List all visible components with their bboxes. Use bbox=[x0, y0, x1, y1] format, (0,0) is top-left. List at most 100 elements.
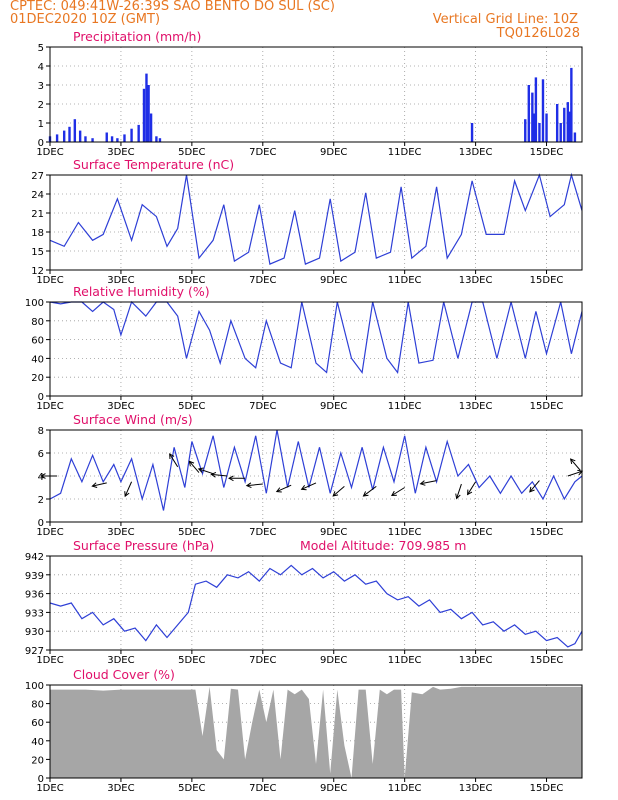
wind-arrow-shaft bbox=[301, 482, 317, 490]
y-tick-label: 24 bbox=[31, 190, 44, 201]
x-tick-label: 1DEC bbox=[36, 275, 63, 286]
x-tick-label: 9DEC bbox=[320, 275, 347, 286]
precip-bar bbox=[534, 77, 538, 142]
wind-arrow-head bbox=[210, 471, 217, 478]
x-tick-label: 3DEC bbox=[107, 783, 134, 794]
y-tick-label: 6 bbox=[38, 449, 44, 460]
x-tick-label: 15DEC bbox=[530, 275, 564, 286]
panel-title: Surface Wind (m/s) bbox=[73, 412, 193, 427]
precip-bar bbox=[110, 136, 114, 142]
wind-arrow-head bbox=[275, 487, 282, 493]
precip-bar bbox=[531, 92, 534, 142]
y-tick-label: 0 bbox=[38, 774, 44, 785]
model-code: TQ0126L028 bbox=[496, 26, 580, 41]
x-tick-label: 7DEC bbox=[249, 527, 276, 538]
x-tick-label: 13DEC bbox=[459, 275, 493, 286]
wind-arrow-shaft bbox=[169, 453, 179, 468]
x-tick-label: 15DEC bbox=[530, 401, 564, 412]
x-tick-label: 11DEC bbox=[388, 147, 422, 158]
precip-bar bbox=[538, 123, 541, 142]
x-tick-label: 3DEC bbox=[107, 655, 134, 666]
panel-title: Surface Pressure (hPa) bbox=[73, 538, 214, 553]
x-tick-label: 3DEC bbox=[107, 147, 134, 158]
panel-title: Surface Temperature (nC) bbox=[73, 157, 234, 172]
wind-arrow-head bbox=[228, 475, 234, 482]
x-tick-label: 13DEC bbox=[459, 401, 493, 412]
y-tick-label: 930 bbox=[25, 627, 44, 638]
y-tick-label: 1 bbox=[38, 119, 44, 130]
precip-bar bbox=[566, 102, 570, 142]
precip-bar bbox=[62, 130, 66, 142]
y-tick-label: 27 bbox=[31, 171, 44, 182]
x-tick-label: 5DEC bbox=[178, 401, 205, 412]
y-tick-label: 8 bbox=[38, 426, 44, 437]
precip-bar bbox=[470, 123, 474, 142]
precip-bar bbox=[78, 130, 82, 142]
y-tick-label: 942 bbox=[25, 552, 44, 563]
wind-arrow-head bbox=[419, 480, 426, 486]
precip-bar bbox=[568, 111, 571, 142]
wind-arrow-head bbox=[362, 491, 369, 497]
panel-frame bbox=[49, 684, 583, 779]
precip-bar bbox=[555, 104, 559, 142]
x-tick-label: 11DEC bbox=[388, 527, 422, 538]
x-tick-label: 13DEC bbox=[459, 527, 493, 538]
y-tick-label: 20 bbox=[31, 755, 44, 766]
x-tick-label: 9DEC bbox=[320, 147, 347, 158]
wind-arrow-head bbox=[390, 490, 397, 497]
y-tick-label: 933 bbox=[25, 608, 44, 619]
wind-arrow-head bbox=[569, 458, 576, 465]
precip-bar bbox=[137, 124, 140, 142]
wind-arrow-head bbox=[169, 453, 175, 460]
precip-bar bbox=[91, 138, 94, 142]
wind-arrow-head bbox=[91, 482, 98, 488]
precip-bar bbox=[147, 85, 150, 142]
grid-line-note: Vertical Grid Line: 10Z bbox=[432, 12, 578, 27]
x-tick-label: 7DEC bbox=[249, 655, 276, 666]
cloud-cover-area bbox=[50, 686, 582, 778]
wind-arrow-head bbox=[332, 491, 339, 497]
x-tick-label: 11DEC bbox=[388, 783, 422, 794]
y-tick-label: 5 bbox=[38, 43, 44, 54]
series-line bbox=[49, 172, 583, 265]
wind-arrow-head bbox=[577, 469, 584, 476]
wind-arrow-head bbox=[467, 489, 473, 496]
precip-bar bbox=[73, 119, 77, 142]
x-tick-label: 15DEC bbox=[530, 655, 564, 666]
x-tick-label: 1DEC bbox=[36, 655, 63, 666]
wind-arrow-head bbox=[188, 460, 195, 467]
y-tick-label: 927 bbox=[25, 646, 44, 657]
x-tick-label: 9DEC bbox=[320, 401, 347, 412]
x-tick-label: 15DEC bbox=[530, 783, 564, 794]
y-tick-label: 60 bbox=[31, 336, 44, 347]
x-tick-label: 1DEC bbox=[36, 527, 63, 538]
precip-bar bbox=[570, 67, 573, 142]
station-header: CPTEC: 049:41W-26:39S SAO BENTO DO SUL (… bbox=[10, 0, 335, 14]
wind-arrow-head bbox=[197, 467, 204, 473]
x-tick-label: 13DEC bbox=[459, 783, 493, 794]
wind-arrow-shaft bbox=[391, 487, 405, 496]
y-tick-label: 0 bbox=[38, 392, 44, 403]
x-tick-label: 15DEC bbox=[530, 527, 564, 538]
precip-bar bbox=[130, 128, 133, 142]
wind-arrow-shaft bbox=[246, 483, 263, 487]
precip-bar bbox=[158, 138, 162, 142]
y-tick-label: 4 bbox=[38, 62, 44, 73]
x-tick-label: 3DEC bbox=[107, 401, 134, 412]
precip-bar bbox=[532, 113, 536, 142]
x-tick-label: 1DEC bbox=[36, 401, 63, 412]
x-tick-label: 7DEC bbox=[249, 147, 276, 158]
y-tick-label: 0 bbox=[38, 518, 44, 529]
panel-title: Precipitation (mm/h) bbox=[73, 29, 201, 44]
precip-bar bbox=[155, 136, 158, 142]
panel-frame bbox=[49, 46, 583, 143]
x-tick-label: 5DEC bbox=[178, 275, 205, 286]
precip-bar bbox=[145, 73, 148, 142]
y-tick-label: 60 bbox=[31, 718, 44, 729]
x-tick-label: 11DEC bbox=[388, 401, 422, 412]
precip-bar bbox=[84, 136, 87, 142]
x-tick-label: 9DEC bbox=[320, 783, 347, 794]
x-tick-label: 1DEC bbox=[36, 783, 63, 794]
wind-arrow-shaft bbox=[420, 480, 437, 485]
y-tick-label: 4 bbox=[38, 472, 44, 483]
